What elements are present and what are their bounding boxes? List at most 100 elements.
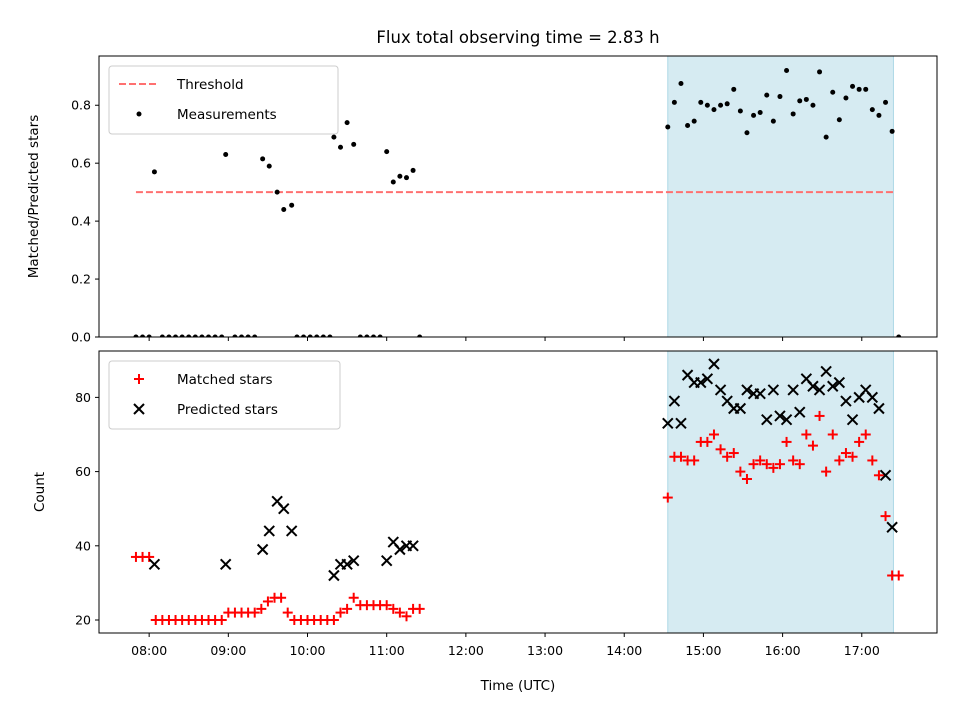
observing-window-span	[667, 351, 894, 633]
data-point	[307, 334, 313, 337]
data-point	[146, 334, 152, 337]
data-point	[256, 603, 267, 614]
data-point	[731, 86, 737, 92]
data-point	[896, 334, 902, 337]
data-point	[817, 69, 823, 75]
data-point	[390, 179, 396, 185]
data-point	[722, 451, 733, 462]
data-point	[794, 406, 806, 418]
data-point	[840, 395, 852, 407]
data-point	[889, 128, 895, 134]
data-point	[880, 511, 891, 522]
x-tick-label: 14:00	[606, 643, 642, 658]
data-point	[394, 607, 405, 618]
data-point	[335, 607, 346, 618]
y-tick-label: 0.8	[71, 98, 91, 113]
plot-area	[133, 56, 902, 337]
data-point	[381, 600, 392, 611]
data-point	[744, 130, 750, 136]
data-point	[364, 334, 370, 337]
data-point	[249, 607, 260, 618]
data-point	[876, 112, 882, 118]
data-point	[140, 334, 146, 337]
series-predicted-stars	[148, 358, 898, 582]
data-point	[351, 141, 357, 147]
data-point	[266, 163, 272, 169]
panel-bottom: 20 40 60 80 08:00 09:00 10:00 11:00 12:00 13:00 14…	[32, 350, 938, 694]
data-point	[685, 123, 691, 129]
data-point	[764, 92, 770, 98]
legend-handle-measurements	[136, 111, 142, 117]
x-axis-label: Time (UTC)	[480, 678, 556, 694]
data-point	[262, 596, 273, 607]
data-point	[701, 373, 714, 385]
data-point	[357, 334, 363, 337]
data-point	[879, 469, 892, 482]
data-point	[847, 451, 858, 462]
data-point	[754, 387, 766, 400]
data-point	[774, 410, 786, 422]
data-point	[830, 89, 836, 95]
data-point	[256, 543, 269, 556]
series-matched-stars	[130, 410, 904, 626]
data-point	[394, 543, 406, 556]
data-point	[212, 334, 218, 337]
y-tick-label: 0.0	[71, 330, 91, 345]
legend-label: Matched stars	[177, 372, 273, 388]
data-point	[675, 451, 686, 462]
y-tick-label: 0.2	[71, 272, 91, 287]
data-point	[803, 96, 809, 102]
data-point	[866, 391, 879, 404]
x-tick-label: 09:00	[210, 643, 246, 658]
data-point	[328, 569, 340, 582]
data-point	[728, 448, 739, 459]
data-point	[173, 334, 179, 337]
x-tick-label: 10:00	[289, 643, 325, 658]
data-point	[873, 402, 885, 415]
data-point	[338, 144, 344, 150]
data-point	[274, 189, 280, 195]
data-point	[790, 111, 796, 117]
data-point	[301, 334, 307, 337]
data-point	[780, 413, 793, 426]
data-point	[166, 334, 172, 337]
data-point	[691, 118, 697, 124]
data-point	[285, 525, 298, 537]
data-point	[698, 99, 704, 105]
data-point	[794, 459, 805, 470]
data-point	[252, 334, 258, 337]
data-point	[414, 603, 425, 614]
data-point	[768, 462, 779, 473]
data-point	[281, 207, 287, 213]
data-point	[886, 521, 898, 533]
data-point	[757, 109, 763, 115]
legend-box	[108, 65, 339, 135]
data-point	[827, 429, 838, 440]
data-point	[401, 611, 412, 622]
data-point	[206, 334, 212, 337]
data-point	[801, 429, 812, 440]
y-axis-label: Matched/Predicted stars	[26, 115, 42, 278]
chart-title: Flux total observing time = 2.83 h	[376, 28, 659, 47]
data-point	[186, 334, 192, 337]
data-point	[331, 134, 337, 140]
data-point	[883, 99, 889, 105]
data-point	[662, 492, 673, 503]
data-point	[715, 444, 726, 455]
data-point	[836, 117, 842, 123]
data-point	[403, 175, 409, 181]
data-point	[718, 102, 724, 108]
data-point	[695, 376, 707, 389]
data-point	[232, 334, 238, 337]
y-tick-label: 60	[75, 464, 91, 479]
plot-area	[130, 351, 904, 633]
data-point	[850, 83, 856, 89]
data-point	[341, 558, 353, 571]
data-point	[689, 455, 700, 466]
data-point	[807, 440, 818, 451]
x-tick-label: 12:00	[448, 643, 484, 658]
data-point	[179, 334, 185, 337]
data-point	[814, 410, 825, 421]
data-point	[662, 417, 674, 430]
y-tick-label: 0.4	[71, 214, 91, 229]
